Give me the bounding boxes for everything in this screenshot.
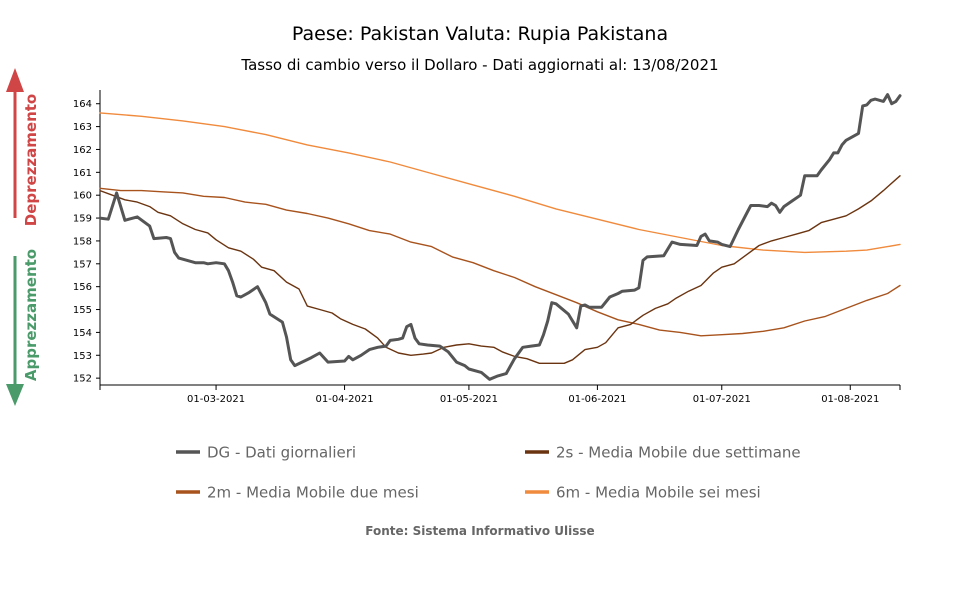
appreciation-label: Apprezzamento xyxy=(22,249,40,381)
y-tick-label: 164 xyxy=(73,99,92,110)
depreciation-label: Deprezzamento xyxy=(22,94,40,226)
source-note: Fonte: Sistema Informativo Ulisse xyxy=(365,524,594,538)
y-tick-label: 157 xyxy=(73,259,92,270)
down-arrow-icon xyxy=(6,384,24,406)
y-tick-label: 154 xyxy=(73,328,92,339)
y-tick-label: 159 xyxy=(73,214,92,225)
depreciation-indicator: Deprezzamento xyxy=(6,68,40,226)
legend-label-0: DG - Dati giornalieri xyxy=(207,444,356,462)
chart-subtitle: Tasso di cambio verso il Dollaro - Dati … xyxy=(240,56,718,74)
y-tick-label: 161 xyxy=(73,168,92,179)
x-tick-label: 01-05-2021 xyxy=(440,394,498,405)
y-tick-label: 160 xyxy=(73,191,92,202)
legend-label-3: 6m - Media Mobile sei mesi xyxy=(556,484,761,502)
y-tick-label: 163 xyxy=(73,122,92,133)
plot-area: 152 153 154 155 156 157 158 159 160 161 162 163 164 0… xyxy=(73,90,902,502)
x-tick-label: 01-04-2021 xyxy=(315,394,373,405)
y-tick-label: 158 xyxy=(73,236,92,247)
x-tick-label: 01-07-2021 xyxy=(693,394,751,405)
x-tick-label: 01-06-2021 xyxy=(568,394,626,405)
y-tick-label: 152 xyxy=(73,374,92,385)
up-arrow-head-icon xyxy=(6,68,24,92)
x-tick-label: 01-03-2021 xyxy=(187,394,245,405)
series-line-1 xyxy=(99,175,901,364)
appreciation-indicator: Apprezzamento xyxy=(6,249,40,406)
series-line-3 xyxy=(99,112,901,254)
legend-label-1: 2s - Media Mobile due settimane xyxy=(556,444,801,462)
y-tick-label: 155 xyxy=(73,305,92,316)
series-line-0 xyxy=(98,93,902,381)
y-tick-label: 153 xyxy=(73,351,92,362)
y-tick-label: 162 xyxy=(73,145,92,156)
x-tick-label: 01-08-2021 xyxy=(821,394,879,405)
series-line-2 xyxy=(99,187,901,337)
y-tick-label: 156 xyxy=(73,282,92,293)
chart-title: Paese: Pakistan Valuta: Rupia Pakistana xyxy=(292,23,668,45)
legend-label-2: 2m - Media Mobile due mesi xyxy=(207,484,419,502)
